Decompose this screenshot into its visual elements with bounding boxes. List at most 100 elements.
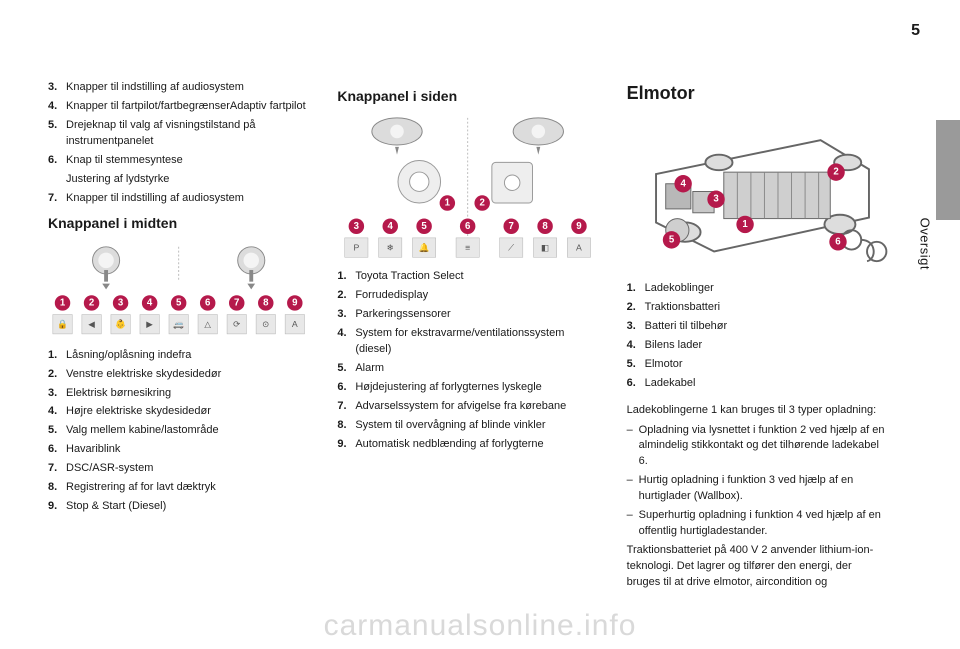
steering-wheel-left-icon	[372, 118, 422, 155]
svg-text:5: 5	[422, 221, 428, 232]
svg-text:6: 6	[205, 297, 211, 308]
list-num: 9.	[48, 499, 66, 515]
svg-text:🔒: 🔒	[57, 319, 68, 329]
list-text: Batteri til tilbehør	[645, 319, 888, 335]
list-text: Knapper til indstilling af audiosystem	[66, 80, 309, 96]
list-num: 4.	[627, 338, 645, 354]
list-text: Højdejustering af forlygternes lyskegle	[355, 380, 598, 396]
list-text: Venstre elektriske skydesidedør	[66, 367, 309, 383]
list-num: 2.	[627, 300, 645, 316]
svg-text:6: 6	[465, 221, 471, 232]
columns: 3.Knapper til indstilling af audiosystem…	[48, 80, 888, 601]
col1-top-list: 3.Knapper til indstilling af audiosystem…	[48, 80, 309, 169]
col1-bottom-list: 1.Låsning/oplåsning indefra 2.Venstre el…	[48, 348, 309, 515]
svg-text:7: 7	[509, 221, 514, 232]
svg-text:3: 3	[354, 221, 360, 232]
list-text: Traktionsbatteri	[645, 300, 888, 316]
list-num: 9.	[337, 437, 355, 453]
svg-text:9: 9	[577, 221, 583, 232]
svg-text:2: 2	[833, 167, 838, 178]
svg-text:⊙: ⊙	[262, 319, 269, 329]
knappanel-siden-svg: 1 2 3 4 5 6 7 8 9 P ❄	[337, 114, 598, 259]
svg-text:△: △	[204, 319, 211, 329]
svg-text:8: 8	[543, 221, 549, 232]
col2-list: 1.Toyota Traction Select 2.Forrudedispla…	[337, 269, 598, 452]
list-text: Elektrisk børnesikring	[66, 386, 309, 402]
side-label: Oversigt	[917, 218, 932, 270]
col1-figure: 1 2 3 4 5 6 7 8 9 🔒 ◀ 👶	[48, 241, 309, 338]
list-text: Bilens lader	[645, 338, 888, 354]
list-text: Automatisk nedblænding af forlygterne	[355, 437, 598, 453]
list-subtext: Justering af lydstyrke	[66, 172, 309, 188]
list-num: 5.	[337, 361, 355, 377]
svg-text:▶: ▶	[146, 319, 153, 329]
svg-text:5: 5	[668, 234, 674, 245]
svg-text:8: 8	[263, 297, 269, 308]
column-middle: Knappanel i siden	[337, 80, 598, 601]
svg-text:3: 3	[118, 297, 124, 308]
list-text: Toyota Traction Select	[355, 269, 598, 285]
svg-text:👶: 👶	[115, 319, 126, 329]
svg-text:P: P	[354, 243, 360, 253]
svg-text:4: 4	[147, 297, 153, 308]
list-num: 4.	[337, 326, 355, 358]
page-number: 5	[911, 22, 920, 40]
svg-text:⟳: ⟳	[233, 319, 241, 329]
svg-text:9: 9	[292, 297, 298, 308]
battery-pack-icon	[723, 172, 829, 218]
col3-figure: 1 2 3 4 5 6	[627, 116, 888, 271]
knappanel-midten-svg: 1 2 3 4 5 6 7 8 9 🔒 ◀ 👶	[48, 241, 309, 338]
list-num: 2.	[48, 367, 66, 383]
column-right: Elmotor	[627, 80, 888, 601]
col1-top-list-cont: 7.Knapper til indstilling af audiosystem	[48, 191, 309, 207]
svg-text:2: 2	[89, 297, 94, 308]
list-text: DSC/ASR-system	[66, 461, 309, 477]
list-text: System for ekstravarme/ventilationssyste…	[355, 326, 598, 358]
col3-heading: Elmotor	[627, 80, 888, 106]
list-num: 6.	[48, 153, 66, 169]
list-text: Forrudedisplay	[355, 288, 598, 304]
steering-wheel-right-icon	[513, 118, 563, 155]
list-num: 6.	[627, 376, 645, 392]
svg-text:1: 1	[445, 198, 451, 209]
col2-heading: Knappanel i siden	[337, 86, 598, 106]
col1-heading: Knappanel i midten	[48, 213, 309, 233]
list-num: 5.	[627, 357, 645, 373]
svg-text:3: 3	[713, 194, 719, 205]
list-num: 4.	[48, 404, 66, 420]
list-num: 5.	[48, 118, 66, 150]
list-num: 1.	[337, 269, 355, 285]
list-num: 1.	[627, 281, 645, 297]
list-text: Parkeringssensorer	[355, 307, 598, 323]
list-num: 7.	[48, 191, 66, 207]
bullets-row: 1 2 3 4 5 6 7 8 9	[55, 295, 303, 310]
svg-text:≡: ≡	[465, 243, 470, 253]
side-tab	[936, 120, 960, 220]
traction-dial-icon	[398, 161, 441, 204]
col3-list: 1.Ladekoblinger 2.Traktionsbatteri 3.Bat…	[627, 281, 888, 392]
list-text: Elmotor	[645, 357, 888, 373]
manual-page: 5 Oversigt 3.Knapper til indstilling af …	[0, 0, 960, 649]
list-text: Knapper til indstilling af audiosystem	[66, 191, 309, 207]
list-num: 5.	[48, 423, 66, 439]
elmotor-diagram-svg: 1 2 3 4 5 6	[627, 116, 888, 271]
col3-d3: –Superhurtig opladning i funktion 4 ved …	[627, 508, 888, 540]
list-num: 7.	[48, 461, 66, 477]
list-num: 8.	[48, 480, 66, 496]
bullets-row-2: 3 4 5 6 7 8 9	[349, 219, 587, 234]
col3-p2: Traktionsbatteriet på 400 V 2 anvender l…	[627, 543, 888, 591]
list-text: Havariblink	[66, 442, 309, 458]
col3-d1: –Opladning via lysnettet i funktion 2 ve…	[627, 423, 888, 471]
column-left: 3.Knapper til indstilling af audiosystem…	[48, 80, 309, 601]
list-num: 2.	[337, 288, 355, 304]
svg-text:🔔: 🔔	[419, 243, 430, 253]
svg-text:2: 2	[480, 198, 485, 209]
list-text: Ladekabel	[645, 376, 888, 392]
list-num: 6.	[337, 380, 355, 396]
svg-text:1: 1	[742, 219, 748, 230]
icon-boxes: 🔒 ◀ 👶 ▶ 🚐 △ ⟳ ⊙ A	[53, 314, 305, 333]
list-text: System til overvågning af blinde vinkler	[355, 418, 598, 434]
list-text: Knap til stemmesyntese	[66, 153, 309, 169]
list-text: Højre elektriske skydesidedør	[66, 404, 309, 420]
svg-text:🚐: 🚐	[173, 319, 184, 329]
